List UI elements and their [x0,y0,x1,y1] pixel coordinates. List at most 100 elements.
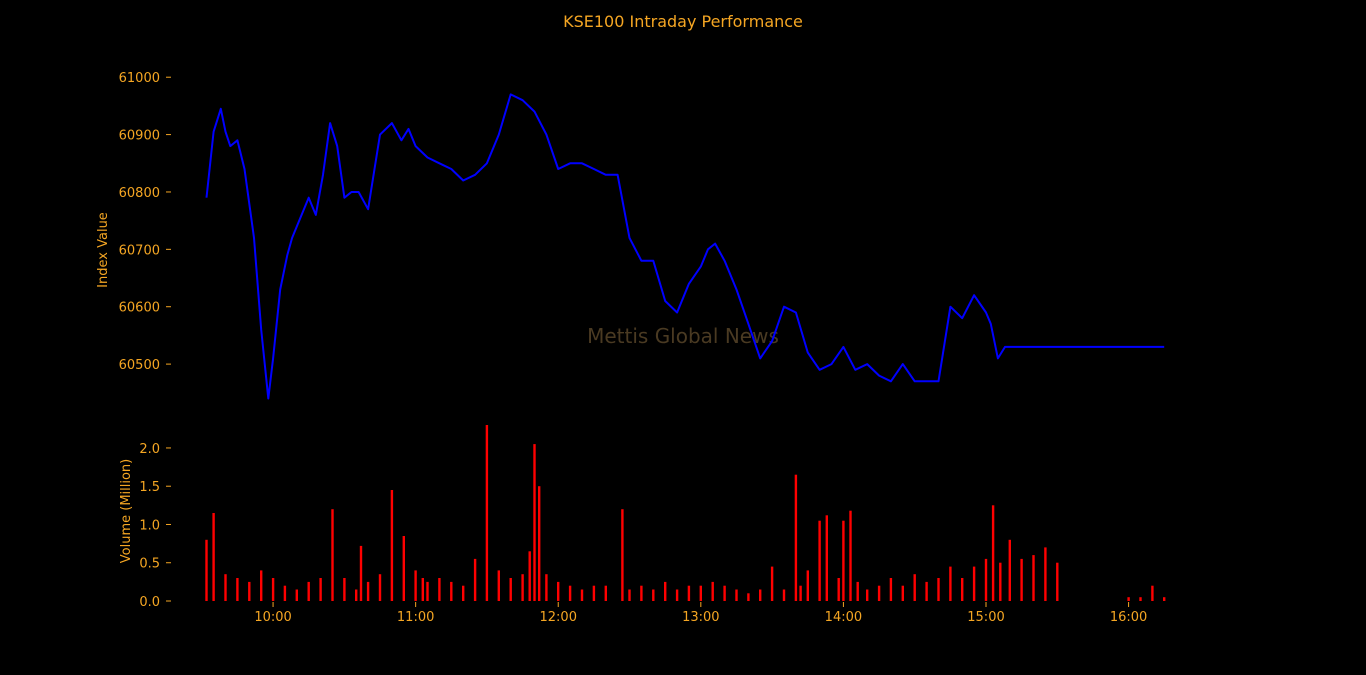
volume-bar [723,585,726,601]
volume-bar [799,585,802,601]
volume-bar [260,570,263,601]
volume-bar [842,520,845,601]
volume-bar [1139,597,1142,601]
volume-bar [759,589,762,601]
xtick-label: 13:00 [682,610,719,625]
xtick-label: 15:00 [967,610,1004,625]
volume-bar [972,566,976,601]
index-ytick-label: 60700 [119,243,160,258]
volume-bar [271,578,275,601]
volume-ytick-label: 2.0 [139,442,160,457]
volume-bar [473,558,477,601]
volume-bar [984,558,988,601]
volume-bar [450,581,453,601]
volume-ytick-label: 0.5 [139,557,160,572]
volume-ytick-label: 1.5 [139,480,160,495]
volume-bar [604,585,607,601]
volume-bar [426,581,429,601]
volume-bar [913,574,916,601]
volume-bar [806,570,809,601]
volume-bar [699,585,702,601]
volume-bar [1032,555,1035,601]
volume-bar [421,578,424,601]
volume-bar [794,474,798,601]
volume-ytick-label: 1.0 [139,518,160,533]
volume-bar [687,585,691,601]
volume-bar [390,490,394,601]
volume-bar [331,509,334,601]
index-axis-title: Index Value [96,212,111,288]
xtick-label: 11:00 [397,610,434,625]
volume-bar [1127,597,1130,601]
volume-bar [1151,585,1154,601]
volume-bar [355,589,358,601]
index-ytick-label: 61000 [119,71,160,86]
volume-bar [568,585,572,601]
volume-bar [837,578,840,601]
xtick-label: 10:00 [254,610,291,625]
volume-bar [236,578,239,601]
volume-bar [1044,547,1047,601]
volume-bar [937,578,940,601]
volume-bar [378,574,382,601]
index-ytick-label: 60900 [119,129,160,144]
xtick-label: 12:00 [540,610,577,625]
volume-bar [528,551,531,601]
volume-bar [538,486,541,601]
volume-bar [1008,539,1011,601]
volume-axis-title: Volume (Million) [119,459,134,563]
volume-bar [825,515,828,601]
volume-bar [961,578,964,601]
xtick-label: 16:00 [1110,610,1147,625]
volume-bar [849,510,852,601]
volume-bar [509,578,512,601]
volume-bar [283,585,287,601]
volume-bar [497,570,500,601]
volume-bar [248,581,251,601]
volume-bar [212,513,215,601]
volume-bar [592,585,596,601]
volume-bar [224,574,227,601]
volume-bar [664,581,667,601]
chart-title: KSE100 Intraday Performance [563,12,803,31]
index-ytick-label: 60800 [119,186,160,201]
volume-bar [359,545,363,601]
volume-bar [901,585,904,601]
volume-bar [889,578,893,601]
volume-bar [545,574,548,601]
volume-bar [782,589,786,601]
volume-bar [628,589,631,601]
volume-bar [818,520,821,601]
x-axis: 10:00 11:00 12:00 13:00 14:00 15:00 16:00 [254,602,1147,625]
volume-bar [999,562,1002,601]
watermark: Mettis Global News [587,324,779,348]
index-ytick-label: 60600 [119,301,160,316]
volume-bar [1056,562,1059,601]
volume-bar [366,581,370,601]
volume-bar [462,585,465,601]
volume-bar [319,578,322,601]
volume-bar [735,589,738,601]
volume-bar [307,581,310,601]
volume-bar [856,581,859,601]
volume-bar [295,589,298,601]
volume-bar [925,581,928,601]
volume-bar [866,589,869,601]
volume-bar [438,578,441,601]
volume-bar [747,593,750,601]
volume-bar [1020,558,1023,601]
volume-bar [640,585,643,601]
volume-bar [205,539,208,601]
volume-bar [521,574,524,601]
volume-bar [877,585,881,601]
volume-bar [533,444,536,601]
volume-bar [402,536,405,601]
volume-bar [949,566,952,601]
volume-panel: 0.0 0.5 1.0 1.5 2.0 [139,425,1166,610]
volume-bar [991,505,995,601]
index-panel: 60500 60600 60700 60800 60900 61000 [119,71,1165,400]
volume-bar [580,589,584,601]
volume-bar [485,425,489,601]
